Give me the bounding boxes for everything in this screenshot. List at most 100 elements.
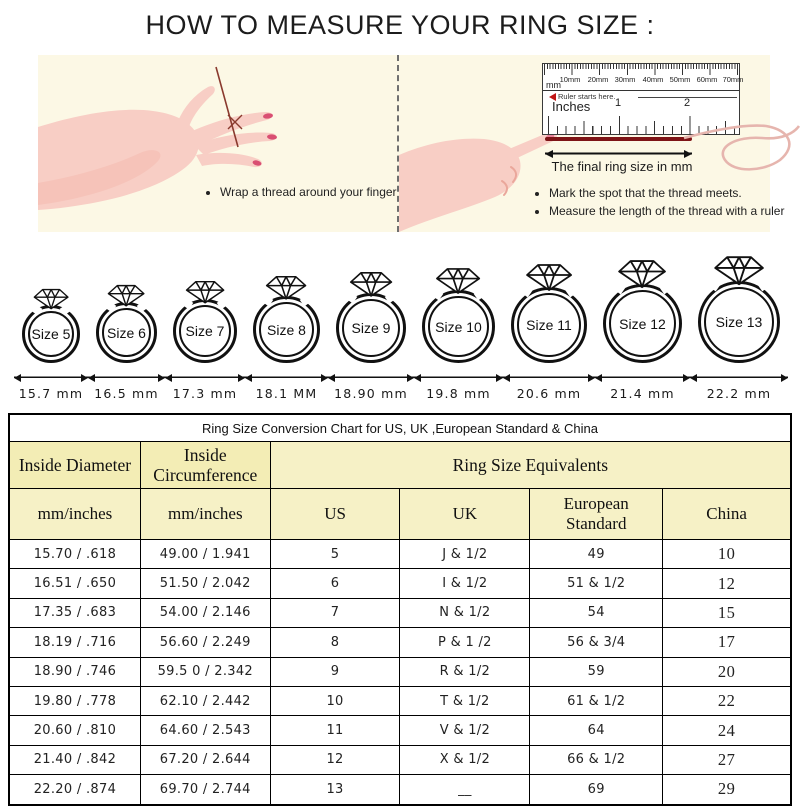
cell-china: 17 (662, 627, 792, 658)
subheader-european-standard: European Standard (529, 488, 664, 540)
thread-illustration (545, 137, 692, 141)
ruler-mm-unit: mm (546, 80, 561, 90)
ring-size-5-diagram: Size 5 15.7 mm (14, 288, 88, 401)
ruler-start-note: Ruler starts here. (549, 92, 616, 101)
ring-size-label: Size 9 (351, 320, 391, 336)
diameter-value: 18.1 MM (255, 386, 318, 401)
instruction-panels: Wrap a thread around your finger 10mm 20… (38, 55, 800, 232)
col-header-inside-diameter: Inside Diameter (8, 441, 141, 489)
ring-band: Size 11 (511, 284, 587, 363)
ring-size-label: Size 5 (31, 326, 71, 342)
cell-circumference: 56.60 / 2.249 (139, 627, 271, 658)
diameter-value: 21.4 mm (610, 386, 675, 401)
cell-circumference: 59.5 0 / 2.342 (139, 656, 271, 687)
ring-size-6-diagram: Size 6 16.5 mm (88, 284, 165, 401)
diameter-value: 16.5 mm (94, 386, 159, 401)
diameter-arrow (503, 373, 595, 382)
cell-diameter: 22.20 / .874 (8, 774, 141, 806)
table-row: 18.90 / .746 59.5 0 / 2.342 9 R & 1/2 59… (8, 656, 792, 687)
cell-eu: 59 (529, 656, 664, 687)
conversion-table-section: Ring Size Conversion Chart for US, UK ,E… (8, 413, 792, 806)
ring-size-11-diagram: Size 11 20.6 mm (503, 263, 595, 401)
cell-eu: 54 (529, 597, 664, 629)
ruler-start-marker-icon (549, 92, 556, 101)
subheader-us: US (269, 488, 401, 540)
ring-size-8-diagram: Size 8 18.1 MM (245, 275, 328, 401)
ring-size-label: Size 7 (185, 323, 225, 339)
table-row: 18.19 / .716 56.60 / 2.249 8 P & 1 /2 56… (8, 627, 792, 658)
cell-eu: 49 (529, 538, 664, 570)
table-row: 19.80 / .778 62.10 / 2.442 10 T & 1/2 61… (8, 685, 792, 717)
table-row: 17.35 / .683 54.00 / 2.146 7 N & 1/2 54 … (8, 597, 792, 629)
thread-loop-illustration (683, 124, 800, 171)
cell-eu: 61 & 1/2 (529, 685, 664, 717)
cell-uk: __ (399, 774, 531, 806)
cell-us: 12 (269, 744, 401, 776)
inch-tick-label: 1 (615, 97, 622, 109)
diameter-arrow (414, 373, 503, 382)
diameter-value: 19.8 mm (426, 386, 491, 401)
cell-uk: N & 1/2 (399, 597, 531, 629)
subheader-circumference-units: mm/inches (139, 488, 271, 540)
cell-diameter: 19.80 / .778 (8, 685, 141, 717)
mm-tick-label: 60mm (696, 75, 718, 84)
cell-circumference: 64.60 / 2.543 (139, 715, 271, 746)
table-row: 20.60 / .810 64.60 / 2.543 11 V & 1/2 64… (8, 715, 792, 746)
ring-size-label: Size 12 (619, 315, 666, 332)
table-row: 15.70 / .618 49.00 / 1.941 5 J & 1/2 49 … (8, 538, 792, 570)
ring-size-label: Size 11 (526, 317, 572, 333)
mm-tick-label: 70mm (722, 75, 744, 84)
ring-size-12-diagram: Size 12 21.4 mm (595, 259, 690, 401)
diamond-icon (618, 259, 667, 288)
panel-measure-ruler: 10mm 20mm 30mm 40mm 50mm 60mm 70mm mm Ru… (397, 55, 800, 232)
measure-instructions: Mark the spot that the thread meets. Mea… (535, 184, 789, 220)
table-title: Ring Size Conversion Chart for US, UK ,E… (8, 413, 792, 442)
cell-us: 7 (269, 597, 401, 629)
ring-size-label: Size 6 (107, 324, 146, 341)
cell-eu: 51 & 1/2 (529, 568, 664, 599)
diameter-value: 17.3 mm (172, 386, 238, 401)
inch-tick-label: 2 (684, 97, 691, 109)
cell-diameter: 20.60 / .810 (8, 715, 141, 746)
diamond-icon (349, 272, 393, 297)
ring-band: Size 13 (698, 278, 780, 363)
ring-size-label: Size 8 (267, 321, 306, 338)
ring-band: Size 6 (96, 299, 157, 363)
col-header-ring-size-equivalents: Ring Size Equivalents (269, 441, 792, 489)
table-row: 21.40 / .842 67.20 / 2.644 12 X & 1/2 66… (8, 744, 792, 776)
table-row: 22.20 / .874 69.70 / 2.744 13 __ 69 29 (8, 774, 792, 806)
cell-china: 15 (662, 597, 792, 629)
col-header-inside-circumference: Inside Circumference (139, 441, 271, 489)
ring-band: Size 5 (22, 302, 80, 363)
diamond-icon (33, 288, 69, 310)
subheader-diameter-units: mm/inches (8, 488, 141, 540)
cell-diameter: 18.90 / .746 (8, 656, 141, 687)
wrap-thread-instructions: Wrap a thread around your finger (206, 183, 420, 201)
subheader-china: China (662, 488, 792, 540)
hand-with-thread-illustration (38, 66, 277, 210)
instruction-item: Mark the spot that the thread meets. (549, 184, 789, 202)
diameter-arrow (245, 373, 328, 382)
cell-china: 10 (662, 538, 792, 570)
mm-tick-label: 20mm (587, 75, 609, 84)
cell-diameter: 16.51 / .650 (8, 568, 141, 599)
ring-band: Size 7 (173, 296, 237, 363)
cell-eu: 56 & 3/4 (529, 627, 664, 658)
ruler-inches-label: Inches (552, 99, 591, 114)
instruction-item: Wrap a thread around your finger (220, 183, 420, 201)
mm-tick-label: 10mm (559, 75, 581, 84)
diameter-arrow (595, 373, 690, 382)
mm-tick-label: 50mm (669, 75, 691, 84)
ring-size-conversion-table: Ring Size Conversion Chart for US, UK ,E… (8, 413, 792, 806)
cell-uk: I & 1/2 (399, 568, 531, 599)
cell-us: 6 (269, 568, 401, 599)
ring-band: Size 8 (253, 293, 320, 363)
cell-china: 29 (662, 774, 792, 806)
subheader-uk: UK (399, 488, 531, 540)
diameter-arrow (328, 373, 414, 382)
diameter-value: 22.2 mm (706, 386, 772, 401)
diameter-value: 20.6 mm (516, 386, 582, 401)
cell-us: 9 (269, 656, 401, 687)
instruction-item: Measure the length of the thread with a … (549, 202, 789, 220)
cell-uk: V & 1/2 (399, 715, 531, 746)
